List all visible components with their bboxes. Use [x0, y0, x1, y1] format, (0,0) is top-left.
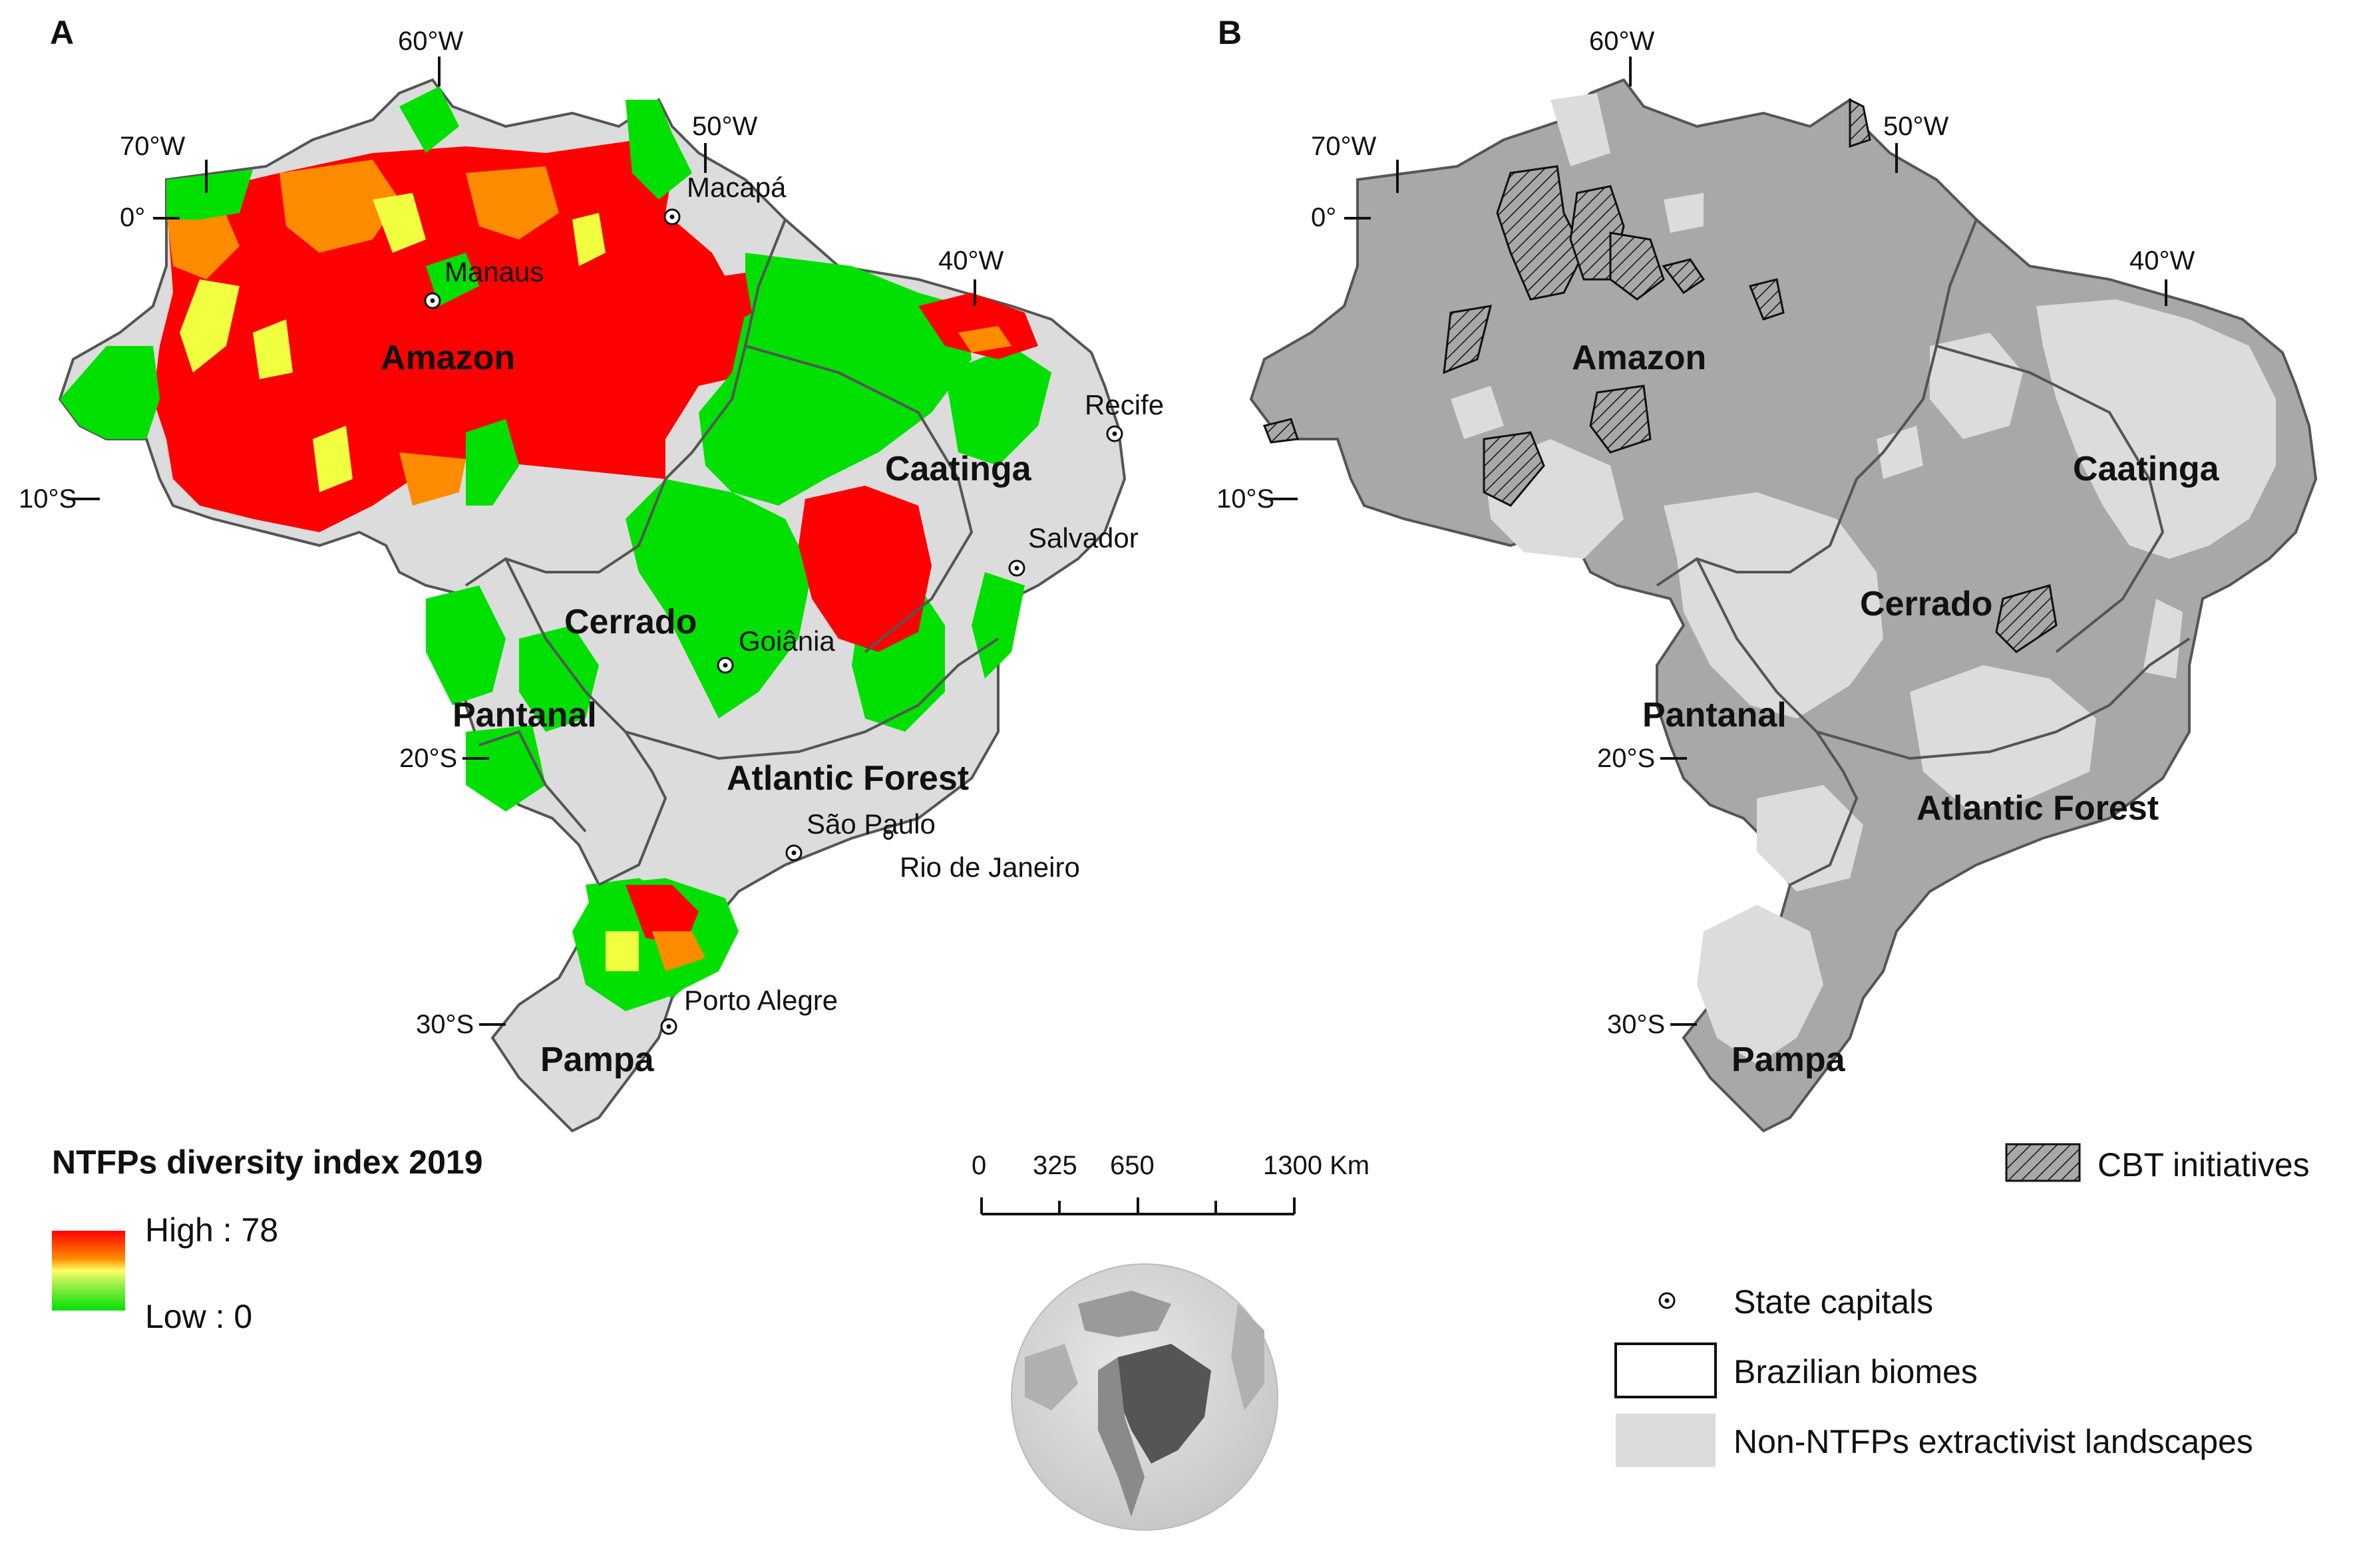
scale-tick-0: 0: [972, 1151, 987, 1180]
biome-pantanal-b: Pantanal: [1642, 696, 1787, 734]
city-recife: Recife: [1085, 389, 1165, 420]
biome-amazon-a: Amazon: [381, 339, 516, 377]
cbt-legend-swatch: [2005, 1143, 2081, 1182]
scale-tick-650: 650: [1110, 1151, 1155, 1180]
non-ntfp-legend-swatch: [1616, 1414, 1716, 1467]
lat-20-label-b: 20°S: [1597, 744, 1656, 773]
panel-a-map: [58, 78, 1127, 1133]
cbt-areas: [1262, 98, 2058, 653]
biome-caatinga-b: Caatinga: [2073, 450, 2219, 488]
lat-30-label-b: 30°S: [1607, 1010, 1666, 1039]
lon-40-label-b: 40°W: [2129, 246, 2195, 275]
lon-70-label-a: 70°W: [120, 132, 186, 161]
lat-10-label-a: 10°S: [19, 484, 77, 514]
diversity-color-ramp: [52, 1231, 125, 1311]
state-capitals-legend-label: State capitals: [1734, 1283, 1934, 1321]
city-manaus: Manaus: [445, 256, 544, 287]
non-ntfp-legend-label: Non-NTFPs extractivist landscapes: [1734, 1423, 2253, 1460]
biome-cerrado-a: Cerrado: [564, 603, 697, 641]
graticule-ticks-a: [67, 57, 976, 1026]
biome-pampa-a: Pampa: [540, 1040, 654, 1079]
graticule-ticks-b: [1264, 57, 2167, 1026]
biome-caatinga-a: Caatinga: [885, 450, 1031, 488]
biome-cerrado-b: Cerrado: [1860, 585, 1993, 623]
biome-amazon-b: Amazon: [1572, 339, 1707, 377]
biome-atlantic-forest-a: Atlantic Forest: [727, 759, 970, 798]
diversity-legend-title: NTFPs diversity index 2019: [52, 1144, 483, 1181]
city-salvador: Salvador: [1028, 522, 1139, 553]
diversity-legend-low: Low : 0: [145, 1298, 253, 1335]
lat-0-label-a: 0°: [120, 203, 146, 232]
biome-pantanal-a: Pantanal: [453, 696, 597, 734]
lat-10-label-b: 10°S: [1216, 484, 1275, 514]
scale-tick-1300: 1300 Km: [1263, 1151, 1370, 1180]
marker-sao-paulo: [785, 844, 803, 862]
state-capital-legend-icon: [1658, 1292, 1676, 1309]
lat-20-label-a: 20°S: [399, 744, 458, 773]
panel-a-label: A: [50, 14, 75, 51]
lon-60-label-b: 60°W: [1589, 27, 1655, 56]
marker-porto-alegre: [660, 1018, 677, 1035]
city-porto-alegre: Porto Alegre: [684, 985, 838, 1016]
biomes-legend-label: Brazilian biomes: [1734, 1353, 1978, 1390]
biome-pampa-b: Pampa: [1732, 1040, 1845, 1079]
lon-40-label-a: 40°W: [938, 246, 1004, 275]
panel-b-map: [1249, 78, 2318, 1133]
cbt-legend-label: CBT initiatives: [2098, 1146, 2310, 1183]
lon-50-label-b: 50°W: [1883, 112, 1949, 141]
city-rio-de-janeiro: Rio de Janeiro: [900, 852, 1080, 883]
lon-70-label-b: 70°W: [1311, 132, 1377, 161]
globe-inset: [1011, 1263, 1278, 1531]
city-sao-paulo: São Paulo: [807, 808, 936, 840]
brazil-highlight: [1118, 1344, 1211, 1464]
city-markers-a: [424, 208, 1123, 1035]
city-goiania: Goiânia: [739, 625, 835, 657]
lat-30-label-a: 30°S: [416, 1010, 474, 1039]
biome-atlantic-forest-b: Atlantic Forest: [1917, 789, 2159, 828]
biome-legend-swatch: [1614, 1342, 1717, 1398]
city-macapa: Macapá: [687, 172, 787, 203]
marker-salvador: [1008, 559, 1025, 577]
lat-0-label-b: 0°: [1311, 203, 1337, 232]
marker-goiania: [717, 657, 734, 674]
marker-manaus: [424, 292, 441, 309]
panel-b-label: B: [1218, 14, 1242, 51]
marker-macapa: [663, 208, 681, 226]
lon-60-label-a: 60°W: [398, 27, 464, 56]
lon-50-label-a: 50°W: [692, 112, 758, 141]
scale-bar: [980, 1197, 1296, 1215]
diversity-legend-high: High : 78: [145, 1211, 279, 1249]
marker-rio: [883, 830, 894, 840]
scale-tick-325: 325: [1033, 1151, 1077, 1180]
marker-recife: [1106, 425, 1123, 442]
